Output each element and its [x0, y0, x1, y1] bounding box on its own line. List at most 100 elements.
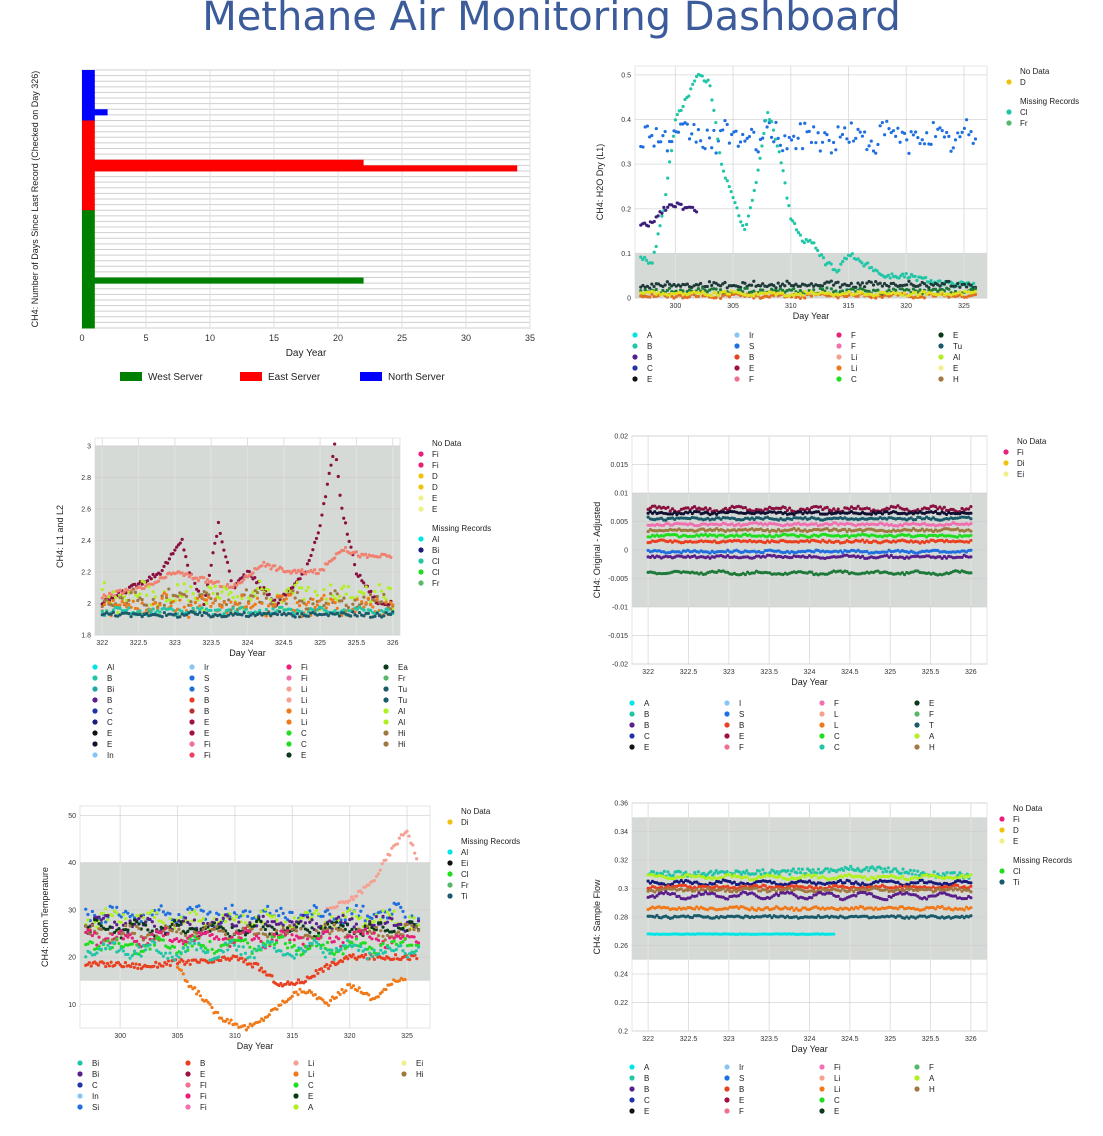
- data-point: [907, 288, 911, 292]
- data-point: [218, 531, 222, 536]
- data-point: [803, 289, 807, 294]
- data-point: [752, 279, 756, 283]
- data-point: [167, 587, 171, 591]
- data-point: [145, 603, 149, 607]
- data-point: [840, 132, 845, 137]
- data-point: [851, 139, 856, 143]
- data-point: [111, 608, 115, 612]
- data-point: [111, 590, 115, 594]
- data-point: [927, 507, 931, 511]
- legend-marker: [92, 686, 98, 692]
- legend-marker: [836, 343, 842, 349]
- data-point: [284, 999, 289, 1004]
- data-point: [129, 965, 133, 969]
- data-point: [124, 917, 128, 921]
- data-point: [311, 570, 315, 574]
- legend-label: Tu: [398, 696, 407, 705]
- data-point: [643, 221, 647, 225]
- data-point: [676, 130, 681, 134]
- legend-marker: [286, 664, 292, 670]
- data-point: [715, 570, 719, 574]
- data-point: [704, 506, 708, 510]
- data-point: [692, 505, 697, 509]
- data-point: [739, 220, 743, 224]
- legend-marker: [629, 711, 635, 717]
- legend-marker: [734, 376, 740, 382]
- data-point: [351, 596, 355, 600]
- data-point: [191, 610, 195, 614]
- data-point: [204, 580, 208, 584]
- data-point: [953, 284, 958, 288]
- data-point: [834, 527, 838, 531]
- data-point: [856, 127, 860, 131]
- legend-marker: [286, 697, 292, 703]
- data-point: [329, 592, 333, 596]
- data-point: [119, 921, 123, 925]
- data-point: [155, 911, 159, 915]
- data-point: [938, 292, 942, 297]
- data-point: [134, 962, 138, 966]
- data-point: [357, 610, 362, 615]
- legend-label: Fr: [1020, 119, 1028, 128]
- data-point: [964, 285, 969, 289]
- data-point: [284, 593, 288, 597]
- data-point: [909, 516, 913, 520]
- data-point: [300, 599, 304, 603]
- data-point: [128, 924, 132, 928]
- legend-marker: [938, 332, 944, 338]
- legend-marker: [938, 343, 944, 349]
- data-point: [339, 920, 343, 924]
- data-point: [160, 596, 164, 600]
- data-point: [679, 202, 683, 206]
- data-point: [382, 595, 386, 599]
- data-point: [701, 294, 705, 298]
- data-point: [294, 571, 299, 575]
- legend-label: E: [647, 375, 652, 384]
- y-tick-label: 0.005: [610, 519, 628, 526]
- bar: [82, 238, 95, 245]
- data-point: [131, 612, 135, 616]
- data-point: [796, 284, 800, 288]
- data-point: [195, 576, 199, 580]
- data-point: [213, 584, 217, 588]
- data-point: [964, 118, 969, 122]
- data-point: [150, 913, 154, 917]
- x-tick-label: 310: [785, 303, 797, 310]
- legend-marker: [1003, 449, 1009, 455]
- data-point: [104, 920, 108, 924]
- data-point: [350, 927, 354, 931]
- data-point: [752, 517, 756, 522]
- data-point: [178, 615, 182, 619]
- data-point: [372, 878, 377, 883]
- legend-marker: [418, 506, 424, 512]
- data-point: [743, 139, 747, 143]
- data-point: [178, 598, 182, 602]
- data-point: [850, 252, 854, 256]
- legend-marker: [189, 686, 195, 692]
- data-point: [334, 920, 339, 924]
- data-point: [313, 568, 317, 572]
- data-point: [379, 917, 383, 921]
- data-point: [752, 289, 756, 293]
- data-point: [876, 510, 880, 515]
- data-point: [254, 924, 259, 928]
- data-point: [217, 913, 221, 917]
- data-point: [308, 930, 312, 934]
- data-point: [321, 914, 325, 918]
- data-point: [913, 274, 917, 279]
- y-tick-label: 30: [68, 907, 76, 914]
- data-point: [223, 933, 228, 937]
- legend-marker: [836, 365, 842, 371]
- data-point: [149, 577, 153, 581]
- data-point: [247, 596, 251, 600]
- data-point: [847, 283, 851, 288]
- data-point: [228, 917, 232, 921]
- data-point: [315, 593, 319, 597]
- data-point: [721, 533, 725, 537]
- data-point: [778, 284, 783, 288]
- legend-marker: [1006, 79, 1012, 85]
- data-point: [315, 603, 319, 607]
- legend-label: S: [739, 710, 744, 719]
- data-point: [181, 972, 185, 976]
- x-axis-label: Day Year: [229, 648, 266, 658]
